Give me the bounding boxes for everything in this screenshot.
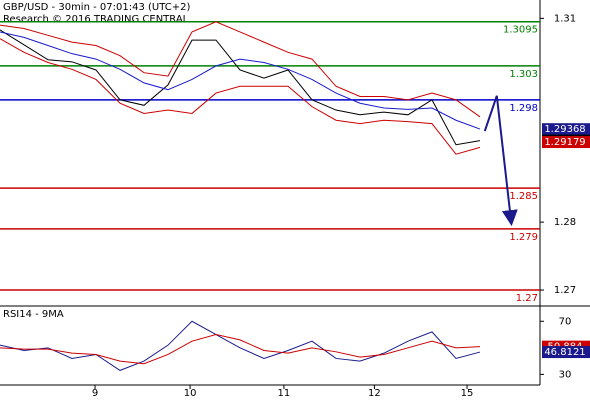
y-tick-label: 1.27 — [554, 285, 576, 296]
level-label: 1.279 — [509, 232, 538, 243]
series-line — [0, 31, 481, 130]
level-label: 1.27 — [516, 293, 538, 304]
x-tick-label: 15 — [461, 388, 474, 399]
series-line — [0, 38, 481, 155]
series-line — [0, 320, 481, 371]
y-tick-label: 30 — [559, 369, 572, 380]
forecast-arrow — [483, 95, 518, 227]
level-label: 1.3095 — [503, 25, 538, 36]
level-label: 1.298 — [509, 103, 538, 114]
price-tag-label: 1.29179 — [544, 137, 585, 148]
level-label: 1.303 — [509, 69, 538, 80]
x-tick-label: 11 — [278, 388, 291, 399]
price-tag-label: 1.29368 — [544, 124, 585, 135]
level-label: 1.285 — [509, 191, 538, 202]
price-tag — [542, 136, 590, 149]
x-tick-label: 10 — [184, 388, 197, 399]
y-tick-label: 70 — [559, 316, 572, 327]
x-tick-label: 12 — [368, 388, 381, 399]
panel-title: RSI14 - 9MA — [3, 309, 64, 320]
price-tag — [542, 123, 590, 136]
price-tag — [542, 346, 590, 359]
chart-subtitle: Research © 2016 TRADING CENTRAL — [3, 14, 189, 25]
series-line — [0, 334, 481, 365]
price-tag-label: 46.8121 — [544, 347, 585, 358]
x-tick-label: 9 — [92, 388, 98, 399]
y-tick-label: 1.31 — [554, 13, 576, 24]
chart-title: GBP/USD - 30min - 07:01:43 (UTC+2) — [3, 2, 190, 13]
series-line — [0, 21, 481, 118]
y-tick-label: 1.28 — [554, 217, 576, 228]
series-line — [0, 29, 481, 146]
